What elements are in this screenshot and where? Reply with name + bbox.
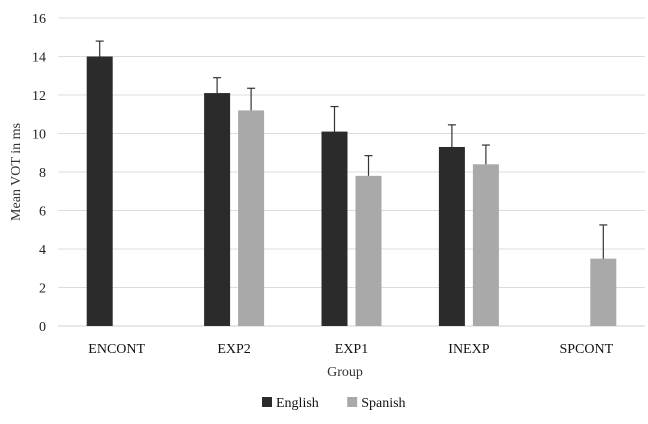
legend-swatch-english (262, 397, 272, 407)
bar-english-inexp (438, 146, 465, 326)
bar-english-exp2 (204, 93, 231, 326)
x-axis-categories: ENCONT EXP2 EXP1 INEXP SPCONT (88, 342, 613, 357)
legend-label-spanish: Spanish (361, 396, 405, 411)
x-axis-title: Group (327, 365, 363, 380)
y-tick-label: 10 (32, 128, 46, 143)
bars (86, 56, 617, 327)
x-category-label: EXP2 (217, 342, 250, 357)
legend: English Spanish (262, 396, 406, 411)
bar-english-exp1 (321, 131, 348, 326)
legend-swatch-spanish (347, 397, 358, 407)
x-category-label: EXP1 (335, 342, 368, 357)
y-tick-label: 0 (39, 320, 46, 335)
y-tick-label: 14 (32, 51, 46, 66)
y-tick-label: 6 (39, 205, 46, 220)
y-tick-label: 16 (32, 12, 46, 27)
bar-spanish-exp2 (238, 110, 265, 327)
bar-spanish-spcont (590, 258, 617, 326)
y-tick-label: 4 (39, 243, 46, 258)
y-axis-ticks: 0 2 4 6 8 10 12 14 16 (32, 12, 46, 335)
legend-label-english: English (276, 396, 319, 411)
y-tick-label: 8 (39, 166, 46, 181)
bar-spanish-inexp (472, 164, 499, 326)
y-tick-label: 12 (32, 89, 46, 104)
x-category-label: ENCONT (88, 342, 145, 357)
error-bars (95, 40, 608, 259)
bar-spanish-exp1 (355, 175, 382, 326)
x-category-label: SPCONT (559, 342, 613, 357)
bar-english-encont (86, 56, 113, 326)
x-category-label: INEXP (448, 342, 489, 357)
y-axis-title: Mean VOT in ms (9, 123, 24, 221)
gridlines (58, 17, 645, 327)
y-tick-label: 2 (39, 282, 46, 297)
